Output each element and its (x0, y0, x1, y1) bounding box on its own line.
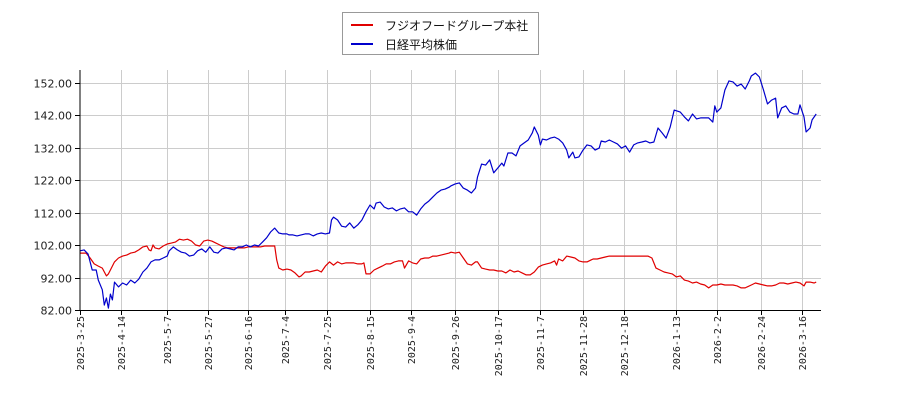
x-tick-label: 2025-4-14 (117, 316, 128, 370)
x-tick-label: 2025-6-16 (244, 316, 255, 370)
x-tick-label: 2025-7-4 (281, 316, 292, 364)
x-tick-label: 2025-12-18 (620, 316, 631, 376)
y-axis-ticks: 82.00 92.00 102.00 112.00 122.00 132.00 142.00… (34, 78, 80, 318)
grid-lines (80, 70, 821, 310)
y-tick-label: 142.00 (34, 110, 73, 123)
x-tick-label: 2025-3-25 (76, 316, 87, 370)
chart-legend: フジオフードグループ本社 日経平均株価 (342, 12, 539, 55)
x-tick-label: 2025-10-17 (494, 316, 505, 376)
x-axis-ticks: 2025-3-25 2025-4-14 2025-5-7 2025-5-27 2025-… (76, 310, 809, 376)
series-nikkei-line (79, 72, 817, 309)
series-lines (79, 72, 817, 309)
x-tick-label: 2026-1-13 (672, 316, 683, 370)
legend-swatch-red (351, 24, 373, 26)
x-tick-label: 2025-11-28 (579, 316, 590, 376)
y-tick-label: 92.00 (41, 273, 73, 286)
x-tick-label: 2025-7-25 (323, 316, 334, 370)
x-tick-label: 2026-2-24 (757, 316, 768, 370)
legend-label: フジオフードグループ本社 (385, 18, 529, 33)
y-tick-label: 132.00 (34, 143, 73, 156)
y-tick-label: 82.00 (41, 305, 73, 318)
x-tick-label: 2025-9-26 (451, 316, 462, 370)
x-tick-label: 2025-5-27 (204, 316, 215, 370)
y-tick-label: 112.00 (34, 208, 73, 221)
y-tick-label: 102.00 (34, 240, 73, 253)
x-tick-label: 2026-2-2 (713, 316, 724, 364)
y-tick-label: 152.00 (34, 78, 73, 91)
y-tick-label: 122.00 (34, 175, 73, 188)
x-tick-label: 2025-9-4 (407, 316, 418, 364)
x-tick-label: 2025-8-15 (366, 316, 377, 370)
legend-label: 日経平均株価 (385, 37, 458, 52)
legend-item-fujio-food: フジオフードグループ本社 (351, 16, 528, 34)
axes (79, 70, 821, 311)
x-tick-label: 2025-5-7 (163, 316, 174, 364)
legend-item-nikkei: 日経平均株価 (351, 35, 457, 53)
x-tick-label: 2026-3-16 (798, 316, 809, 370)
x-tick-label: 2025-11-7 (536, 316, 547, 370)
legend-swatch-blue (351, 43, 373, 45)
series-fujio-food-line (80, 238, 817, 289)
